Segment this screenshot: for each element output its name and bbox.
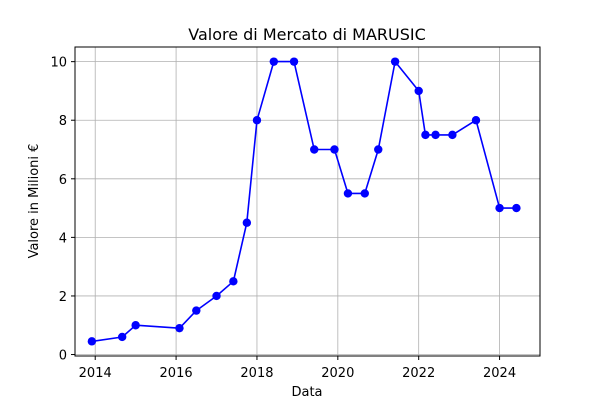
- data-point: [471, 116, 481, 125]
- data-point: [343, 189, 353, 198]
- y-axis-label: Valore in Milioni €: [27, 144, 42, 259]
- data-point: [374, 145, 383, 154]
- data-point: [269, 57, 279, 66]
- y-tick-label: 0: [59, 349, 67, 364]
- data-point: [448, 130, 457, 140]
- data-point: [310, 145, 319, 154]
- data-point: [495, 203, 504, 213]
- x-tick-label: 2016: [160, 366, 193, 381]
- x-tick-label: 2022: [402, 366, 435, 381]
- data-point: [414, 86, 423, 96]
- x-tick-label: 2014: [79, 366, 112, 381]
- data-point: [330, 145, 339, 154]
- x-tick-label: 2020: [321, 366, 354, 381]
- series-line: [91, 60, 517, 343]
- data-point: [117, 332, 127, 342]
- data-point: [87, 337, 97, 346]
- y-tick-label: 8: [59, 114, 67, 129]
- data-point: [131, 321, 140, 330]
- data-series: [87, 57, 521, 346]
- data-point: [360, 189, 369, 198]
- data-point: [431, 130, 440, 140]
- x-axis-label: Data: [291, 385, 322, 400]
- data-point: [252, 116, 262, 125]
- data-point: [289, 57, 299, 66]
- chart-title: Valore di Mercato di MARUSIC: [188, 25, 426, 44]
- y-tick-label: 10: [50, 56, 67, 71]
- grid: [75, 47, 540, 356]
- plot-frame: [74, 46, 541, 357]
- data-point: [512, 203, 521, 213]
- y-tick-label: 2: [59, 290, 67, 305]
- data-point: [421, 130, 430, 140]
- data-point: [212, 291, 221, 301]
- tick-labels: 2014 2016 2018 2020 2022 2024 0 2 4 6 8 10: [50, 56, 516, 381]
- x-tick-label: 2024: [483, 366, 516, 381]
- axes: [71, 46, 541, 360]
- data-point: [192, 306, 201, 315]
- x-tick-label: 2018: [240, 366, 273, 381]
- data-point: [175, 323, 184, 333]
- data-point: [242, 218, 252, 227]
- y-tick-label: 4: [59, 231, 67, 246]
- data-point: [390, 57, 400, 66]
- data-point: [229, 277, 238, 286]
- y-tick-label: 6: [59, 173, 67, 188]
